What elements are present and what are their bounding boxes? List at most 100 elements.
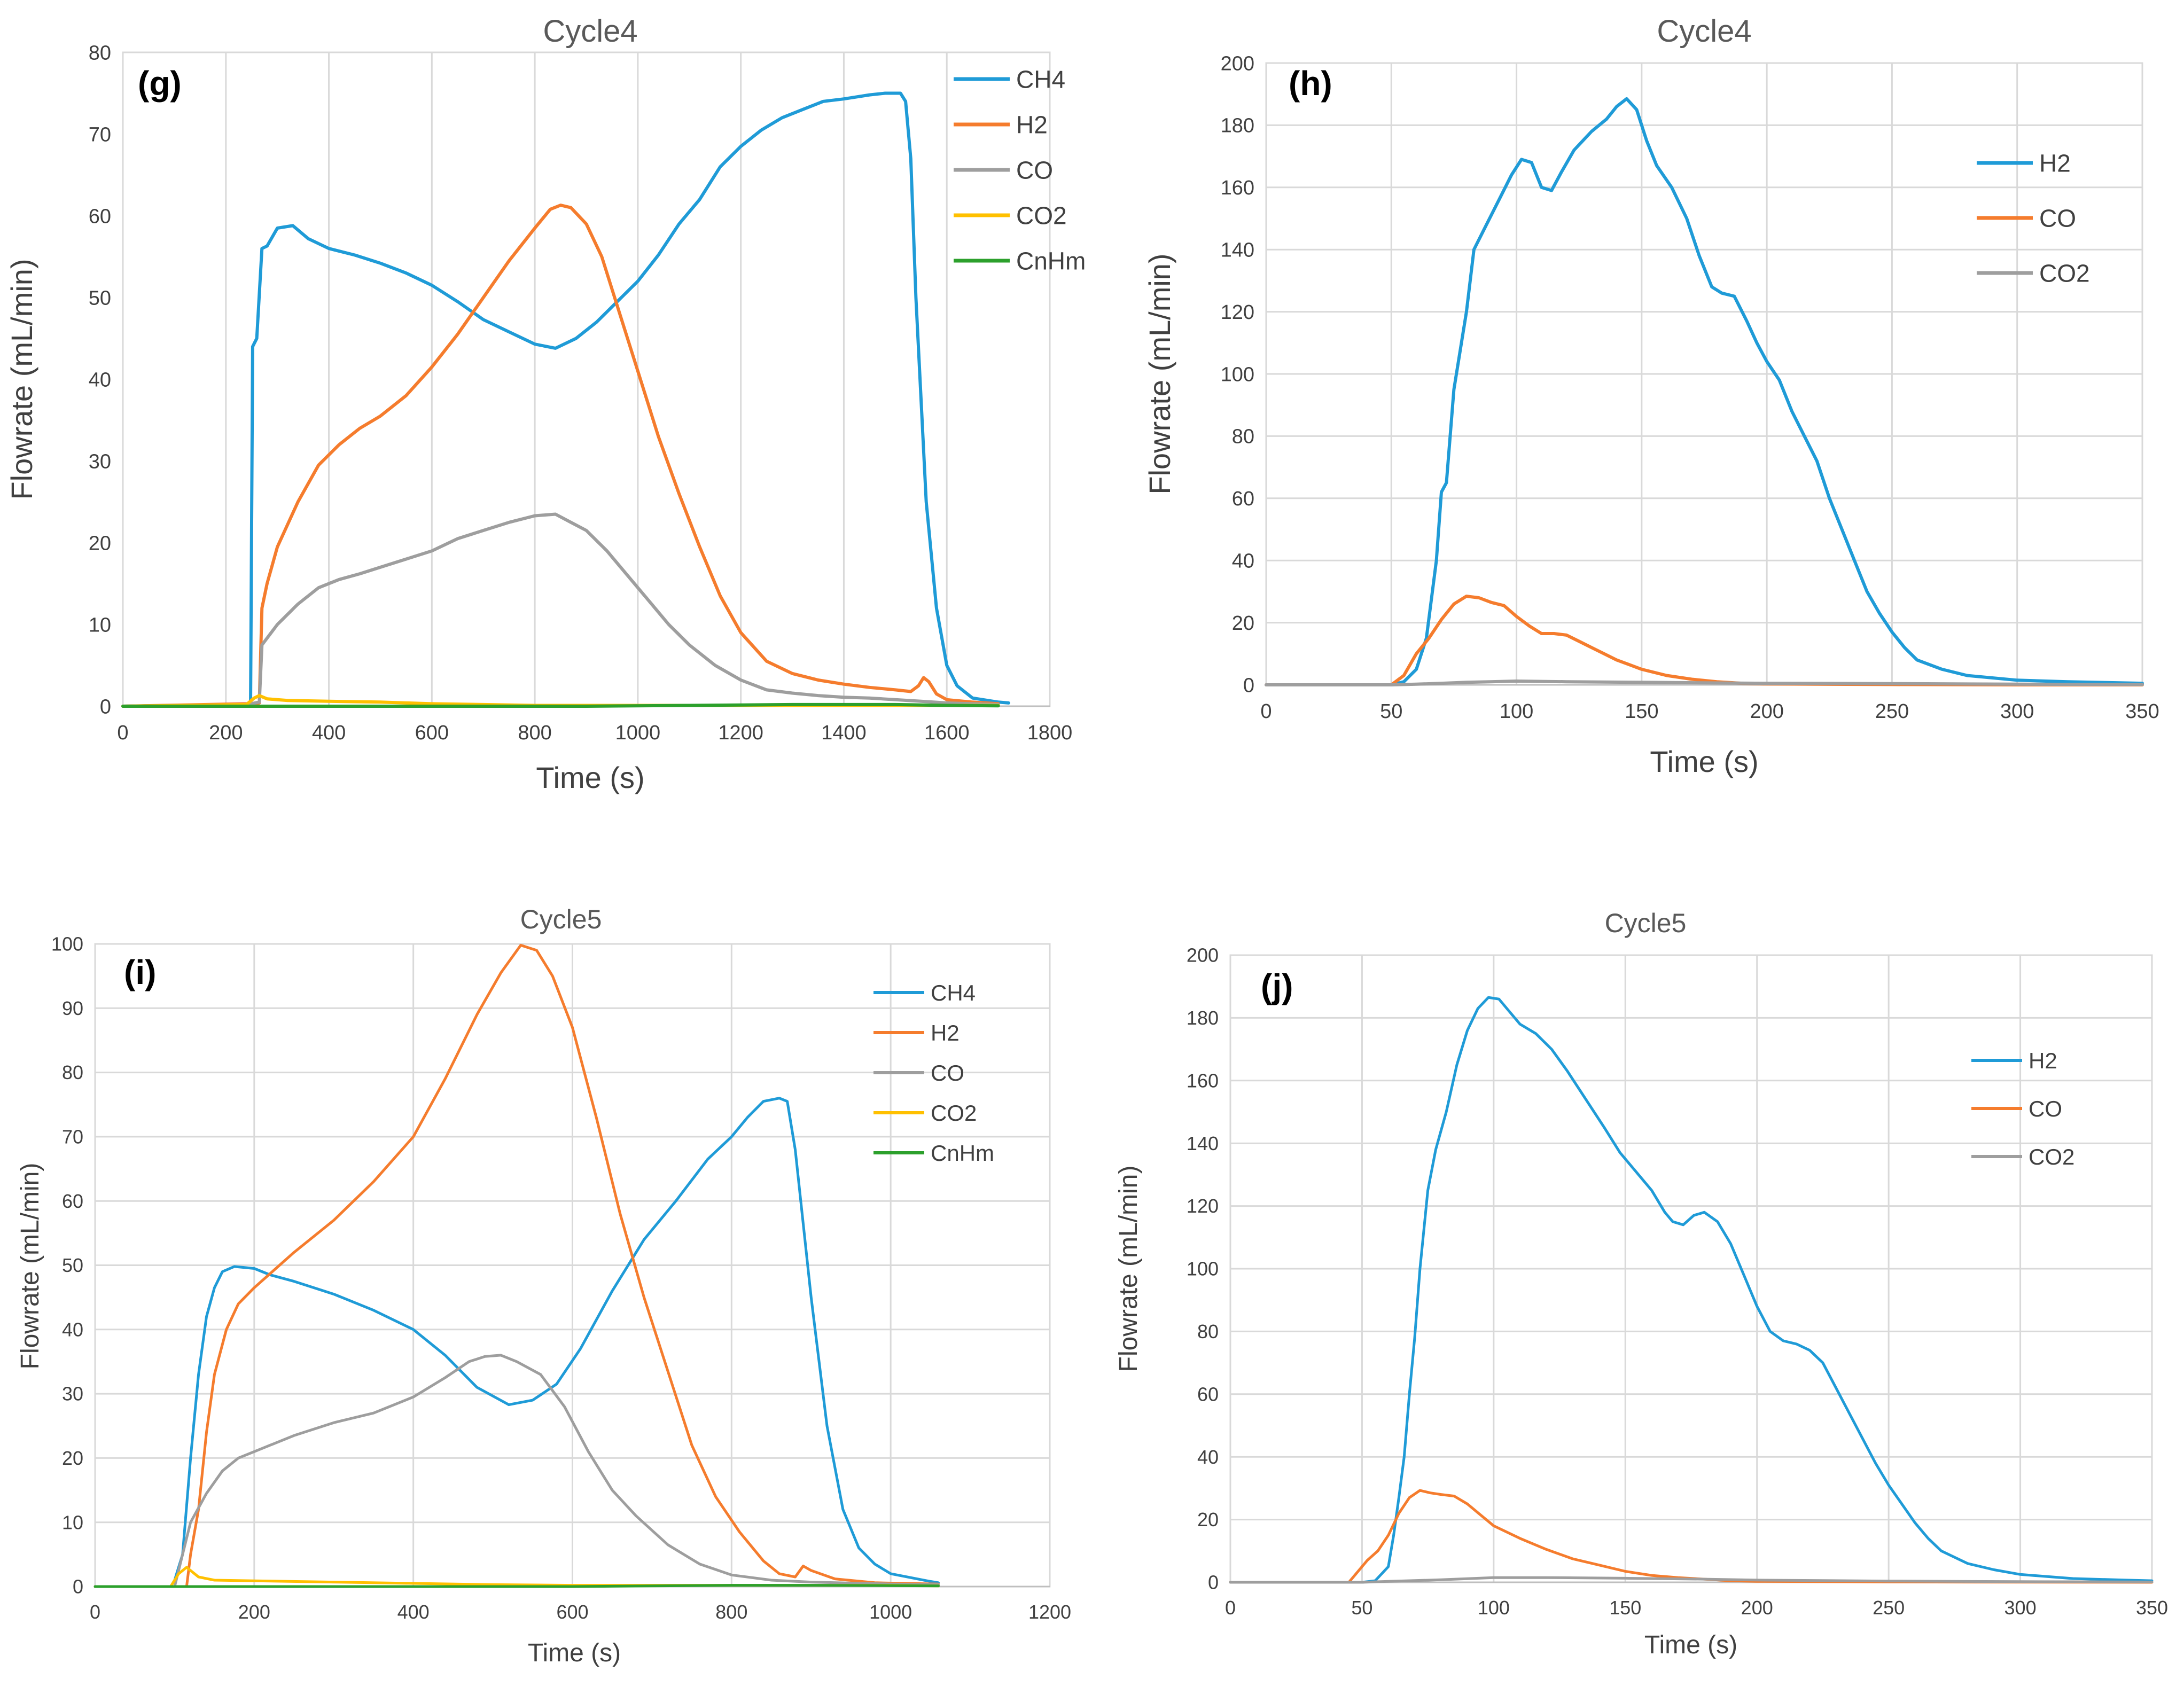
y-tick-label: 10 [89, 614, 111, 636]
y-tick-label: 40 [62, 1318, 83, 1340]
y-tick-label: 180 [1221, 115, 1254, 137]
series-line-ch4 [121, 91, 1010, 708]
series-line-co [93, 1354, 940, 1588]
legend-label-co: CO [2029, 1096, 2062, 1121]
y-axis-label: Flowrate (mL/min) [1143, 253, 1176, 494]
y-tick-label: 180 [1187, 1007, 1219, 1029]
x-tick-label: 0 [1225, 1597, 1236, 1619]
x-tick-label: 100 [1500, 700, 1533, 723]
legend-label-co: CO [1016, 157, 1053, 184]
y-tick-label: 60 [89, 205, 111, 228]
x-tick-label: 100 [1478, 1597, 1510, 1619]
series-line-h2 [1229, 996, 2154, 1584]
legend: CH4 H2 CO CO2 CnHm [954, 66, 1086, 275]
x-tick-label: 200 [1750, 700, 1783, 723]
y-tick-label: 50 [62, 1254, 83, 1276]
y-tick-label: 200 [1187, 944, 1219, 966]
legend-label-cnhm: CnHm [931, 1141, 994, 1166]
legend-label-ch4: CH4 [1016, 66, 1065, 93]
series-line-co2 [1265, 680, 2144, 686]
legend-label-h2: H2 [2029, 1048, 2057, 1073]
chart-title: Cycle5 [1605, 908, 1687, 938]
series-line-co [1229, 1489, 2154, 1584]
legend-label-co2: CO2 [1016, 202, 1067, 230]
y-tick-label: 120 [1187, 1195, 1219, 1217]
y-tick-label: 30 [89, 450, 111, 473]
y-tick-label: 30 [62, 1383, 83, 1405]
x-tick-label: 0 [90, 1601, 100, 1623]
x-tick-label: 0 [117, 722, 128, 744]
y-tick-label: 120 [1221, 301, 1254, 324]
x-tick-label: 1400 [821, 722, 867, 744]
x-tick-label: 300 [2000, 700, 2034, 723]
x-tick-label: 200 [209, 722, 243, 744]
x-tick-label: 600 [556, 1601, 588, 1623]
series-line-h2 [121, 204, 1000, 708]
x-tick-label: 200 [1741, 1597, 1773, 1619]
x-tick-label: 250 [1875, 700, 1909, 723]
x-tick-label: 1200 [1028, 1601, 1071, 1623]
x-tick-label: 200 [238, 1601, 270, 1623]
y-tick-label: 80 [1232, 426, 1254, 448]
chart-title: Cycle4 [543, 14, 637, 49]
series-line-h2 [1265, 97, 2144, 686]
series-line-cnhm [121, 702, 1000, 708]
chart-panel-h: 0 20 40 60 80 100 120 140 160 180 200 0 50 100 150 200 2… [1143, 14, 2159, 778]
chart-title: Cycle5 [520, 904, 602, 934]
series-line-co [121, 512, 1000, 708]
y-tick-label: 200 [1221, 52, 1254, 75]
x-tick-label: 1000 [615, 722, 661, 744]
y-tick-label: 0 [73, 1576, 83, 1598]
y-tick-label: 0 [1243, 674, 1254, 697]
legend: CH4 H2 CO CO2 CnHm [873, 980, 994, 1166]
x-axis-label: Time (s) [528, 1639, 621, 1667]
panel-label: (g) [138, 64, 182, 103]
x-tick-label: 300 [2004, 1597, 2037, 1619]
legend-label-co2: CO2 [2029, 1144, 2074, 1169]
legend-label-co: CO [931, 1060, 964, 1085]
y-tick-label: 60 [62, 1190, 83, 1212]
y-tick-label: 100 [1221, 363, 1254, 386]
x-tick-label: 400 [397, 1601, 430, 1623]
legend-label-co2: CO2 [931, 1100, 977, 1126]
y-tick-label: 80 [89, 42, 111, 64]
x-tick-label: 350 [2136, 1597, 2168, 1619]
x-tick-label: 1800 [1027, 722, 1073, 744]
legend-label-h2: H2 [931, 1020, 960, 1045]
x-tick-label: 150 [1625, 700, 1658, 723]
x-tick-label: 350 [2125, 700, 2159, 723]
series-line-cnhm [93, 1584, 940, 1588]
legend-label-h2: H2 [1016, 111, 1048, 139]
x-tick-label: 800 [715, 1601, 747, 1623]
chart-title: Cycle4 [1657, 14, 1751, 49]
legend-label-h2: H2 [2039, 150, 2071, 177]
y-tick-label: 80 [62, 1061, 83, 1083]
x-axis-label: Time (s) [1650, 745, 1758, 778]
x-tick-label: 1200 [718, 722, 763, 744]
chart-panel-j: 0 20 40 60 80 100 120 140 160 180 200 0 50 100 150 200 2… [1114, 908, 2168, 1659]
series-line-ch4 [93, 1097, 940, 1588]
x-tick-label: 1000 [869, 1601, 912, 1623]
y-tick-label: 90 [62, 997, 83, 1019]
x-axis-label: Time (s) [1644, 1631, 1737, 1659]
y-tick-label: 20 [1197, 1509, 1219, 1530]
y-tick-label: 60 [1232, 488, 1254, 510]
x-tick-label: 1600 [924, 722, 970, 744]
x-tick-label: 400 [312, 722, 346, 744]
y-tick-label: 0 [100, 696, 111, 718]
y-tick-label: 20 [1232, 612, 1254, 635]
legend-label-ch4: CH4 [931, 980, 976, 1005]
y-tick-label: 70 [89, 123, 111, 146]
x-tick-label: 250 [1873, 1597, 1905, 1619]
x-tick-label: 50 [1380, 700, 1402, 723]
y-tick-label: 40 [89, 369, 111, 391]
y-tick-label: 100 [51, 933, 83, 955]
y-tick-label: 40 [1232, 550, 1254, 573]
series-line-co2 [1229, 1576, 2154, 1584]
y-tick-label: 160 [1187, 1069, 1219, 1091]
y-tick-label: 60 [1197, 1383, 1219, 1405]
x-axis-label: Time (s) [536, 761, 644, 794]
y-tick-label: 140 [1221, 239, 1254, 262]
